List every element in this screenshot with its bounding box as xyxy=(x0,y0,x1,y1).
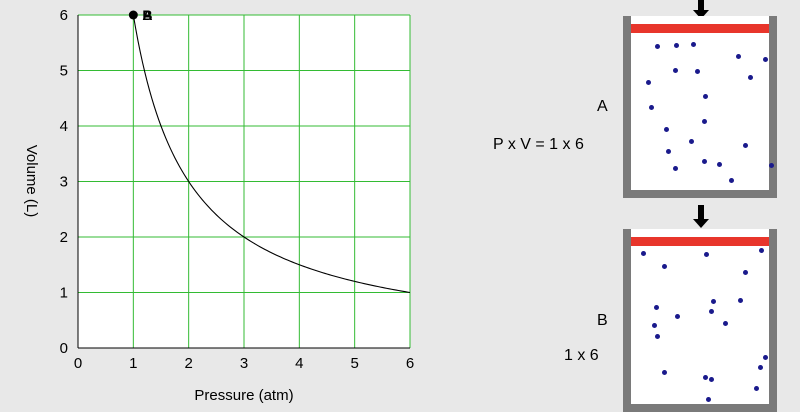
cylinder-b-molecule xyxy=(706,397,711,402)
x-tick-label: 6 xyxy=(406,355,414,372)
cylinder-a-molecule xyxy=(743,143,748,148)
cylinder-b-molecule xyxy=(711,299,716,304)
cylinder-a-molecule xyxy=(763,57,768,62)
x-tick-label: 1 xyxy=(129,355,137,372)
cylinder-b-molecule xyxy=(662,370,667,375)
cylinder-a-molecule xyxy=(689,139,694,144)
cylinder-b-molecule xyxy=(675,314,680,319)
cylinder-a-molecule xyxy=(664,127,669,132)
cylinder-b-molecule xyxy=(743,270,748,275)
cylinder-a-molecule xyxy=(729,178,734,183)
cylinder-a-molecule xyxy=(655,44,660,49)
cylinder-a-equation: P x V = 1 x 6 xyxy=(493,136,584,153)
cylinder-a-molecule xyxy=(673,166,678,171)
y-tick-label: 1 xyxy=(60,285,68,302)
piston-b xyxy=(631,237,769,246)
cylinder-b-molecule xyxy=(641,251,646,256)
cylinder-b-molecule xyxy=(759,248,764,253)
cylinder-a-molecule xyxy=(646,80,651,85)
pv-curve xyxy=(132,14,411,294)
cylinder-b-label: B xyxy=(597,312,608,329)
arrow-b-head xyxy=(693,219,709,228)
state-marker xyxy=(128,10,138,20)
y-tick-label: 3 xyxy=(60,174,68,191)
y-tick-label: 6 xyxy=(60,7,68,24)
x-tick-label: 4 xyxy=(295,355,303,372)
cylinder-a-molecule xyxy=(736,54,741,59)
piston-a xyxy=(631,24,769,33)
cylinder-b-molecule xyxy=(758,365,763,370)
cylinder-b-molecule xyxy=(662,264,667,269)
x-tick-label: 5 xyxy=(350,355,358,372)
y-tick-label: 5 xyxy=(60,63,68,80)
boyle-law-chart: 0 1 2 3 4 5 6 0 1 2 3 4 5 6 AB Pressure (atm) Volume … xyxy=(23,7,415,404)
ticks: 0 1 2 3 4 5 6 0 1 2 3 4 5 6 xyxy=(60,7,415,372)
y-tick-label: 4 xyxy=(60,118,68,135)
cylinder-b-molecule xyxy=(709,377,714,382)
cylinder-b-molecule xyxy=(704,252,709,257)
x-axis-label: Pressure (atm) xyxy=(194,387,293,404)
cylinder-a-molecule xyxy=(769,163,774,168)
cylinder-a-molecule xyxy=(673,68,678,73)
marker-label-a: A xyxy=(142,7,152,23)
cylinder-a-molecule xyxy=(717,162,722,167)
marker-layer: AB xyxy=(128,7,152,23)
arrow-a-stem xyxy=(698,0,704,10)
cylinder-b-molecule xyxy=(709,309,714,314)
cylinder-a-molecule xyxy=(702,119,707,124)
curve-layer xyxy=(132,14,411,294)
cylinder-a-molecule xyxy=(703,94,708,99)
marker-label-b: B xyxy=(142,7,152,23)
cylinder-b-molecule xyxy=(655,334,660,339)
cylinder-a-label: A xyxy=(597,98,608,115)
cylinder-b-molecule xyxy=(738,298,743,303)
cylinder-b-molecule xyxy=(654,305,659,310)
cylinder-b-molecule xyxy=(763,355,768,360)
cylinder-a-molecule xyxy=(674,43,679,48)
cylinder-b-molecule xyxy=(723,321,728,326)
arrow-a-head xyxy=(693,10,709,19)
cylinder-b-molecule xyxy=(754,386,759,391)
cylinder-a-molecule xyxy=(691,42,696,47)
y-axis-label: Volume (L) xyxy=(23,145,40,218)
arrow-b-stem xyxy=(698,205,704,219)
cylinder-a-molecule xyxy=(748,75,753,80)
cylinder-b-molecule xyxy=(703,375,708,380)
y-tick-label: 0 xyxy=(60,340,68,357)
cylinder-a xyxy=(623,16,777,198)
cylinder-b-equation: 1 x 6 xyxy=(564,347,599,364)
cylinder-a-molecule xyxy=(666,149,671,154)
cylinder-a-molecule xyxy=(695,69,700,74)
cylinder-b xyxy=(623,229,777,412)
axes xyxy=(77,15,410,349)
cylinder-a-molecule xyxy=(649,105,654,110)
x-tick-label: 0 xyxy=(74,355,82,372)
x-tick-label: 3 xyxy=(240,355,248,372)
y-tick-label: 2 xyxy=(60,229,68,246)
cylinder-a-molecule xyxy=(702,159,707,164)
cylinder-b-molecule xyxy=(652,323,657,328)
x-tick-label: 2 xyxy=(184,355,192,372)
